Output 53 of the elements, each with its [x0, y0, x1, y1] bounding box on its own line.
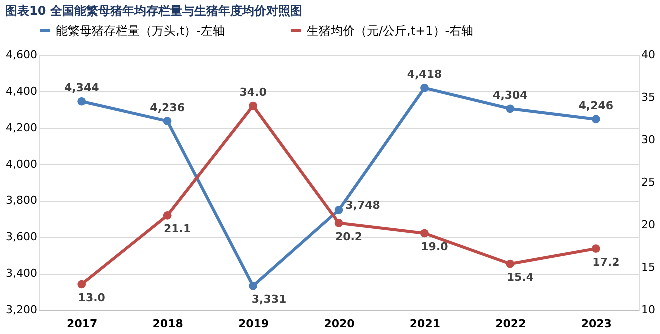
- x-tick-label: 2020: [324, 318, 356, 330]
- y-tick-label: 3,600: [6, 230, 38, 244]
- legend-label: 生猪均价（元/公斤,t+1）-右轴: [307, 24, 474, 38]
- y-tick-label: 4,000: [6, 158, 38, 171]
- point: [78, 280, 86, 289]
- x-tick-label: 2019: [238, 318, 270, 330]
- y-tick-label: 4,200: [6, 121, 38, 134]
- y2-tick-label: 30: [642, 134, 656, 146]
- chart-title: 图表10 全国能繁母猪年均存栏量与生猪年度均价对照图: [6, 4, 302, 18]
- data-label: 13.0: [78, 292, 106, 304]
- point: [163, 211, 172, 220]
- data-label: 19.0: [421, 240, 449, 254]
- point: [78, 97, 86, 106]
- point: [506, 104, 515, 114]
- data-label: 4,304: [493, 88, 528, 102]
- point: [249, 282, 258, 290]
- point: [420, 84, 429, 92]
- x-tick-label: 2021: [410, 318, 441, 330]
- y-tick-label: 4,600: [6, 48, 38, 62]
- y-tick-label: 4,400: [6, 84, 38, 98]
- point: [506, 260, 515, 268]
- data-label: 3,331: [252, 293, 287, 306]
- point: [592, 115, 600, 124]
- y2-tick-label: 20: [642, 218, 656, 232]
- x-tick-label: 2022: [496, 318, 526, 330]
- y-tick-label: 3,800: [6, 194, 38, 208]
- data-label: 21.1: [164, 222, 192, 236]
- legend-label: 能繁母猪存栏量（万头,t）-左轴: [56, 24, 225, 38]
- y-tick-label: 3,200: [6, 304, 38, 316]
- x-tick-label: 2018: [152, 318, 184, 330]
- y2-tick-label: 25: [642, 176, 656, 189]
- x-tick-label: 2023: [581, 318, 612, 330]
- data-label: 34.0: [240, 86, 268, 99]
- y2-tick-label: 10: [642, 304, 656, 316]
- point: [420, 229, 429, 238]
- point: [334, 219, 344, 228]
- data-label: 17.2: [592, 256, 620, 269]
- data-label: 4,344: [64, 82, 100, 95]
- point: [249, 102, 258, 110]
- data-label: 4,246: [578, 99, 614, 112]
- data-label: 20.2: [335, 230, 363, 244]
- data-label: 4,418: [407, 68, 442, 82]
- data-label: 3,748: [346, 199, 380, 212]
- point: [163, 117, 172, 126]
- y-tick-label: 3,400: [6, 267, 38, 280]
- y2-tick-label: 15: [642, 261, 656, 274]
- y2-tick-label: 40: [642, 48, 656, 62]
- y2-tick-label: 35: [642, 91, 656, 104]
- x-tick-label: 2017: [67, 318, 98, 330]
- point: [334, 206, 344, 214]
- point: [592, 244, 600, 253]
- data-label: 15.4: [506, 271, 534, 284]
- data-label: 4,236: [150, 101, 186, 114]
